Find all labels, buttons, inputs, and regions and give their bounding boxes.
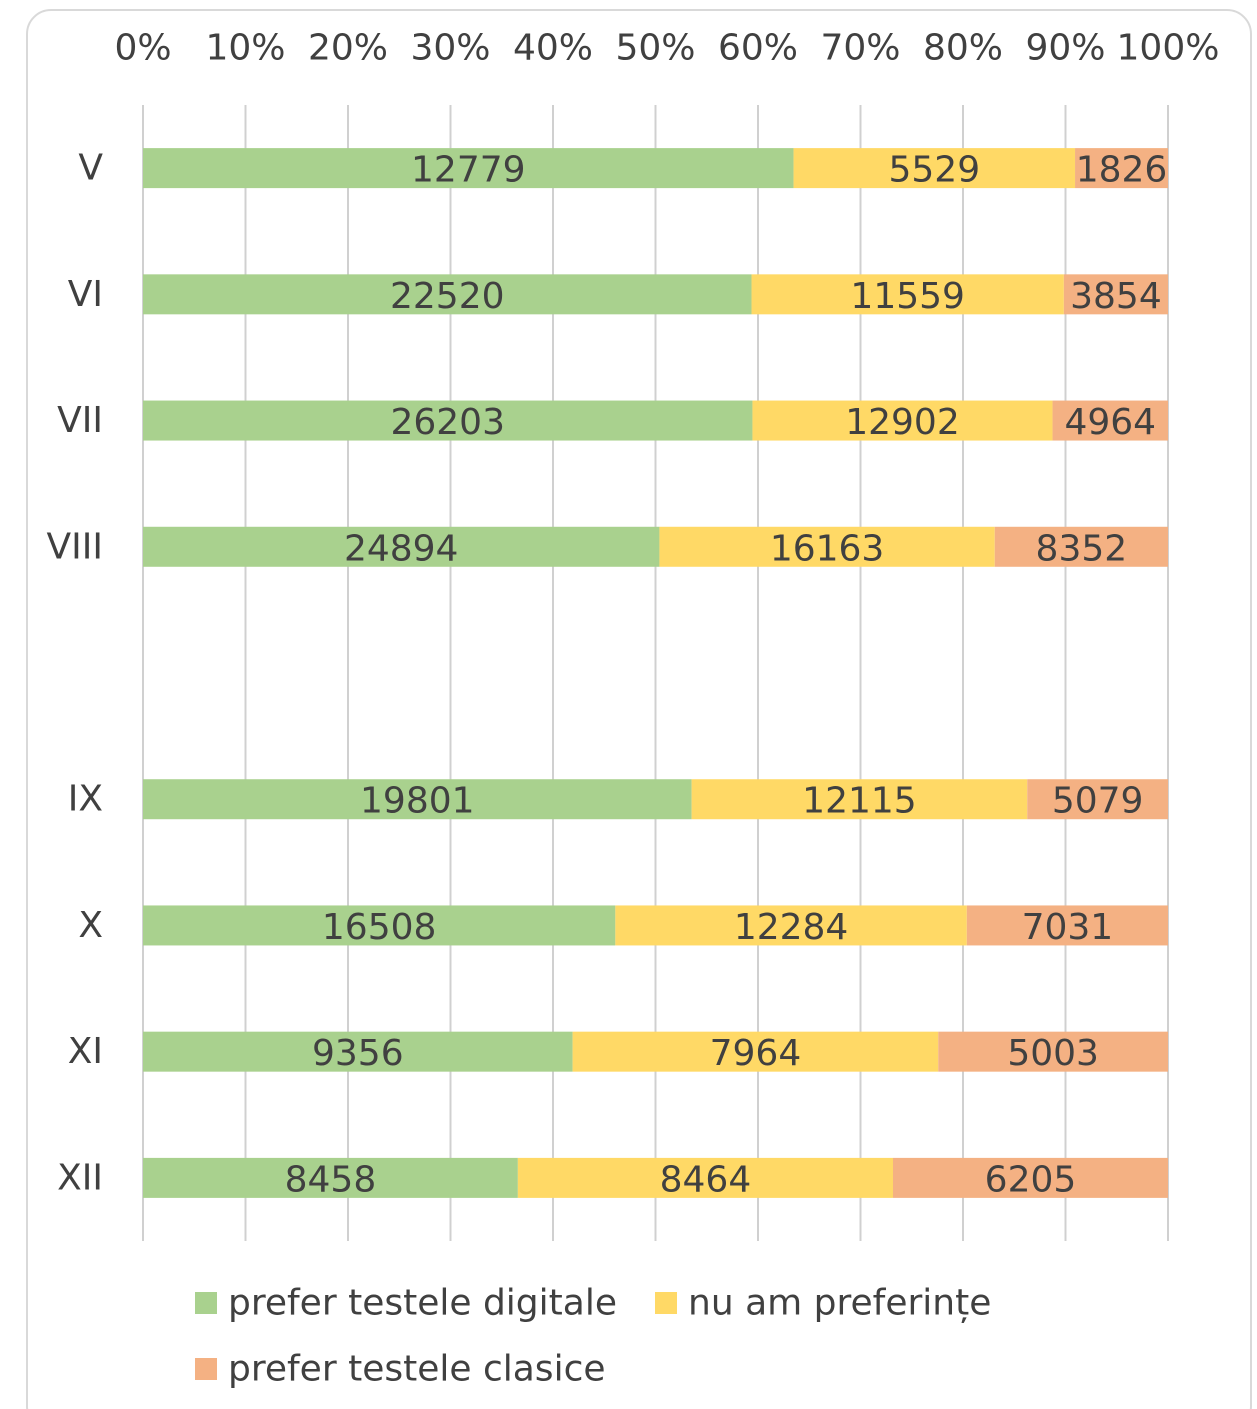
- x-tick-label: 70%: [820, 28, 900, 69]
- y-tick-label: VIII: [47, 526, 103, 567]
- bar-segment: [752, 400, 1053, 441]
- x-tick-label: 60%: [718, 28, 798, 69]
- bar-segment: [793, 148, 1076, 189]
- data-label: 26203: [390, 402, 505, 443]
- data-label: 6205: [985, 1159, 1077, 1200]
- data-label: 22520: [390, 276, 505, 317]
- x-tick-label: 0%: [114, 28, 171, 69]
- data-label: 8458: [285, 1159, 377, 1200]
- bar-segment: [1027, 779, 1168, 820]
- x-tick-label: 50%: [615, 28, 695, 69]
- x-tick-label: 80%: [923, 28, 1003, 69]
- data-label: 5003: [1007, 1033, 1099, 1074]
- y-tick-label: V: [78, 148, 103, 189]
- y-tick-label: IX: [68, 779, 103, 820]
- data-label: 11559: [850, 276, 965, 317]
- data-label: 12284: [734, 907, 849, 948]
- bar-segment: [615, 905, 967, 946]
- legend-swatch: [655, 1292, 677, 1314]
- bar-segment: [966, 905, 1168, 946]
- y-tick-label: VII: [57, 400, 103, 441]
- data-label: 12115: [802, 781, 917, 822]
- data-label: 16163: [770, 528, 885, 569]
- data-label: 7964: [710, 1033, 802, 1074]
- bar-segment: [892, 1157, 1168, 1198]
- data-label: 19801: [360, 781, 475, 822]
- data-label: 3854: [1070, 276, 1162, 317]
- legend-swatch: [195, 1292, 217, 1314]
- bar-segment: [1075, 148, 1168, 189]
- x-tick-label: 40%: [513, 28, 593, 69]
- data-label: 5529: [888, 150, 980, 191]
- bar-segment: [751, 274, 1064, 315]
- data-label: 9356: [312, 1033, 404, 1074]
- x-tick-label: 30%: [410, 28, 490, 69]
- data-label: 24894: [344, 528, 459, 569]
- data-label: 7031: [1022, 907, 1114, 948]
- bar-segment: [143, 148, 794, 189]
- y-tick-label: XI: [68, 1031, 103, 1072]
- data-label: 4964: [1064, 402, 1156, 443]
- data-label: 12902: [845, 402, 960, 443]
- bar-segment: [691, 779, 1028, 820]
- bar-segment: [659, 526, 995, 567]
- legend-label: nu am preferințe: [688, 1283, 991, 1324]
- data-label: 8352: [1036, 528, 1128, 569]
- bar-segment: [143, 526, 660, 567]
- data-label: 1826: [1076, 150, 1168, 191]
- bar-segment: [143, 400, 753, 441]
- bar-segment: [517, 1157, 893, 1198]
- y-tick-label: X: [78, 905, 103, 946]
- y-tick-label: XII: [57, 1157, 103, 1198]
- bar-segment: [994, 526, 1168, 567]
- data-label: 8464: [660, 1159, 752, 1200]
- bar-segment: [1063, 274, 1168, 315]
- bar-segment: [143, 274, 752, 315]
- data-label: 12779: [411, 150, 526, 191]
- legend-label: prefer testele digitale: [228, 1283, 617, 1324]
- x-tick-label: 10%: [205, 28, 285, 69]
- data-label: 16508: [322, 907, 437, 948]
- bar-segment: [143, 779, 692, 820]
- bar-segment: [143, 1157, 518, 1198]
- legend-swatch: [195, 1358, 217, 1380]
- x-tick-label: 20%: [308, 28, 388, 69]
- x-tick-label: 100%: [1117, 28, 1220, 69]
- legend-label: prefer testele clasice: [228, 1349, 606, 1390]
- y-tick-label: VI: [68, 274, 103, 315]
- data-label: 5079: [1052, 781, 1144, 822]
- bar-segment: [143, 1031, 573, 1072]
- bar-segment: [938, 1031, 1168, 1072]
- x-tick-label: 90%: [1025, 28, 1105, 69]
- bar-segment: [572, 1031, 939, 1072]
- bar-segment: [1052, 400, 1168, 441]
- bar-segment: [143, 905, 616, 946]
